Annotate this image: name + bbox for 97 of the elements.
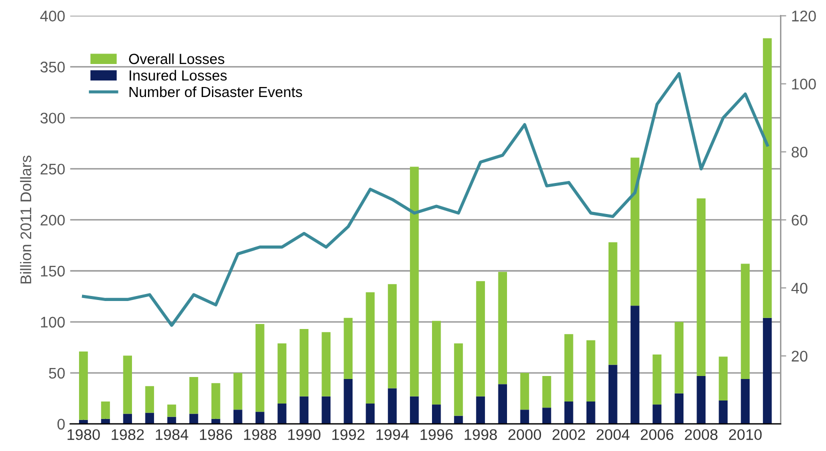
bar	[608, 364, 618, 424]
legend-label: Number of Disaster Events	[130, 86, 302, 98]
y-tick-label: 250	[40, 164, 65, 175]
bar	[366, 404, 375, 424]
bar	[476, 281, 485, 396]
bar	[608, 242, 618, 365]
bar	[123, 414, 132, 424]
bar	[762, 38, 772, 318]
y-tick-label: 200	[40, 214, 65, 226]
bar	[696, 198, 706, 376]
y-tick-label: 350	[40, 62, 65, 72]
bar	[189, 414, 198, 424]
x-tick-label: 2010	[729, 429, 762, 440]
x-tick-label: 1980	[68, 429, 100, 440]
bar	[145, 386, 154, 413]
bar	[718, 400, 728, 424]
bar	[322, 332, 331, 396]
bar	[322, 396, 331, 424]
bar	[101, 418, 110, 424]
bar	[630, 158, 640, 306]
bar	[410, 166, 419, 396]
bar	[388, 284, 397, 388]
y2-tick-label: 100	[792, 78, 816, 90]
bar	[564, 401, 574, 424]
bar	[256, 412, 264, 424]
bar	[278, 404, 286, 424]
bar	[674, 393, 684, 424]
bar	[101, 401, 110, 419]
bar	[256, 324, 264, 412]
y2-tick-label: 20	[792, 350, 808, 362]
x-tick-label: 1984	[156, 429, 188, 440]
bar	[410, 396, 419, 424]
bar	[388, 388, 397, 424]
bar	[300, 396, 308, 424]
bar	[564, 334, 574, 402]
bar	[278, 343, 286, 404]
x-tick-label: 1998	[464, 429, 497, 440]
bar	[123, 356, 132, 414]
bar	[432, 404, 441, 424]
bar	[344, 318, 353, 380]
y2-tick-label: 120	[792, 10, 816, 22]
bar	[498, 272, 508, 384]
y-axis-title: Billion 2011 Dollars	[20, 156, 32, 284]
x-tick-label: 2004	[596, 429, 630, 440]
bar	[300, 329, 308, 396]
x-tick-label: 1988	[244, 429, 276, 440]
x-tick-label: 2002	[552, 429, 586, 440]
bar	[167, 404, 176, 417]
bar	[233, 372, 242, 410]
bar	[542, 376, 552, 408]
bar	[167, 416, 176, 424]
bar	[652, 404, 662, 424]
y-tick-label: 400	[40, 10, 65, 22]
x-tick-label: 2000	[508, 429, 542, 440]
y-tick-label: 100	[41, 316, 65, 328]
y-tick-label: 150	[41, 266, 65, 277]
x-tick-label: 1994	[376, 429, 409, 440]
x-tick-label: 1986	[200, 429, 232, 440]
legend-label: Insured Losses	[130, 70, 227, 81]
bar	[79, 351, 88, 420]
x-tick-label: 1996	[420, 429, 453, 440]
bar	[454, 416, 463, 424]
x-tick-label: 1992	[332, 429, 364, 440]
bar	[630, 306, 640, 424]
bar	[520, 410, 530, 424]
y-tick-label: 300	[40, 112, 65, 124]
bar	[476, 396, 485, 424]
y2-tick-label: 80	[792, 146, 808, 158]
bar	[740, 264, 750, 380]
bar	[432, 320, 441, 405]
x-tick-label: 1990	[288, 429, 320, 440]
bar	[211, 383, 220, 419]
y-tick-label: 0	[57, 418, 65, 430]
bar	[542, 408, 552, 424]
bar	[344, 379, 353, 424]
bar	[189, 377, 198, 414]
bar	[762, 318, 772, 424]
y2-tick-label: 60	[792, 214, 808, 226]
bar	[454, 343, 463, 416]
x-tick-label: 2006	[640, 429, 674, 440]
bar	[586, 401, 596, 424]
bar	[696, 376, 706, 424]
bar	[233, 410, 242, 424]
bar	[366, 292, 375, 404]
y-tick-label: 50	[48, 368, 65, 379]
bar	[718, 356, 728, 400]
y2-tick-label: 40	[791, 282, 808, 294]
x-tick-label: 2008	[684, 429, 718, 440]
bar	[145, 412, 154, 424]
bar	[520, 372, 530, 410]
bar	[674, 322, 684, 394]
x-tick-label: 1982	[112, 429, 144, 440]
bar	[740, 379, 750, 424]
bar	[652, 354, 662, 405]
legend-label: Overall Losses	[129, 53, 224, 64]
bar	[586, 340, 596, 402]
bar	[498, 384, 508, 424]
